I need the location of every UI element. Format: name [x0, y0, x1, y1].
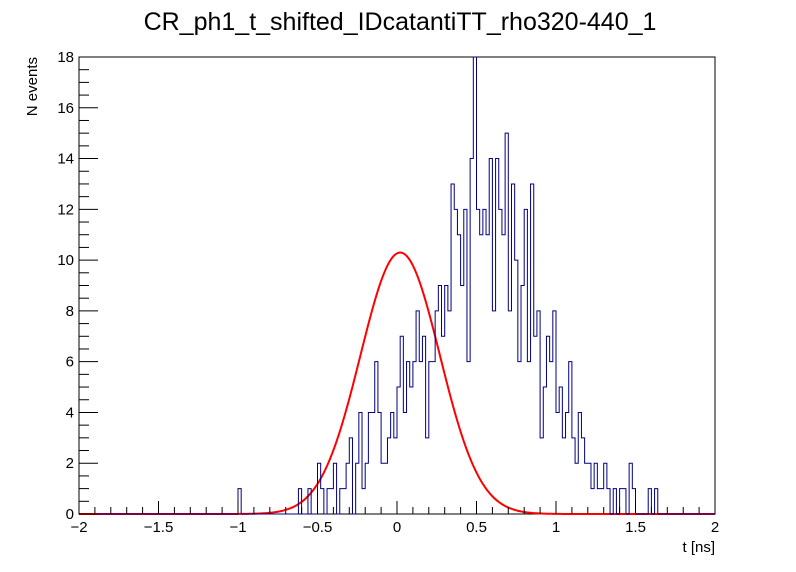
fit-layer [79, 251, 715, 515]
x-tick-label: 0.5 [466, 519, 487, 536]
x-tick-label: 1.5 [625, 519, 646, 536]
y-axis: 0 2 4 6 8 10 12 14 16 18 [57, 49, 98, 523]
histogram-series [79, 56, 715, 515]
y-tick-label: 4 [66, 404, 74, 421]
y-tick-label: 12 [57, 201, 74, 218]
x-tick-label: 0 [393, 519, 401, 536]
x-tick-label: 2 [711, 519, 719, 536]
plot-frame [78, 56, 716, 515]
y-tick-label: 6 [66, 354, 74, 371]
y-axis-label: N events [24, 57, 41, 116]
y-tick-label: 18 [57, 49, 74, 66]
x-tick-label: −2 [70, 519, 87, 536]
plot-area [78, 56, 716, 515]
y-tick-label: 2 [66, 455, 74, 472]
x-axis-label: t [ns] [682, 539, 715, 556]
x-tick-label: −1 [229, 519, 246, 536]
gaussian-fit-line [79, 251, 715, 515]
y-tick-label: 14 [57, 151, 74, 168]
histogram-layer [79, 56, 715, 515]
y-tick-label: 10 [57, 252, 74, 269]
x-axis: −2 −1.5 −1 −0.5 0 0.5 1 1.5 2 [70, 501, 719, 536]
x-tick-label: −0.5 [303, 519, 333, 536]
x-tick-label: −1.5 [144, 519, 174, 536]
y-tick-label: 8 [66, 303, 74, 320]
y-tick-label: 0 [66, 506, 74, 523]
y-tick-label: 16 [57, 100, 74, 117]
chart-title: CR_ph1_t_shifted_IDcatantiTT_rho320-440_… [144, 8, 657, 36]
x-tick-label: 1 [552, 519, 560, 536]
